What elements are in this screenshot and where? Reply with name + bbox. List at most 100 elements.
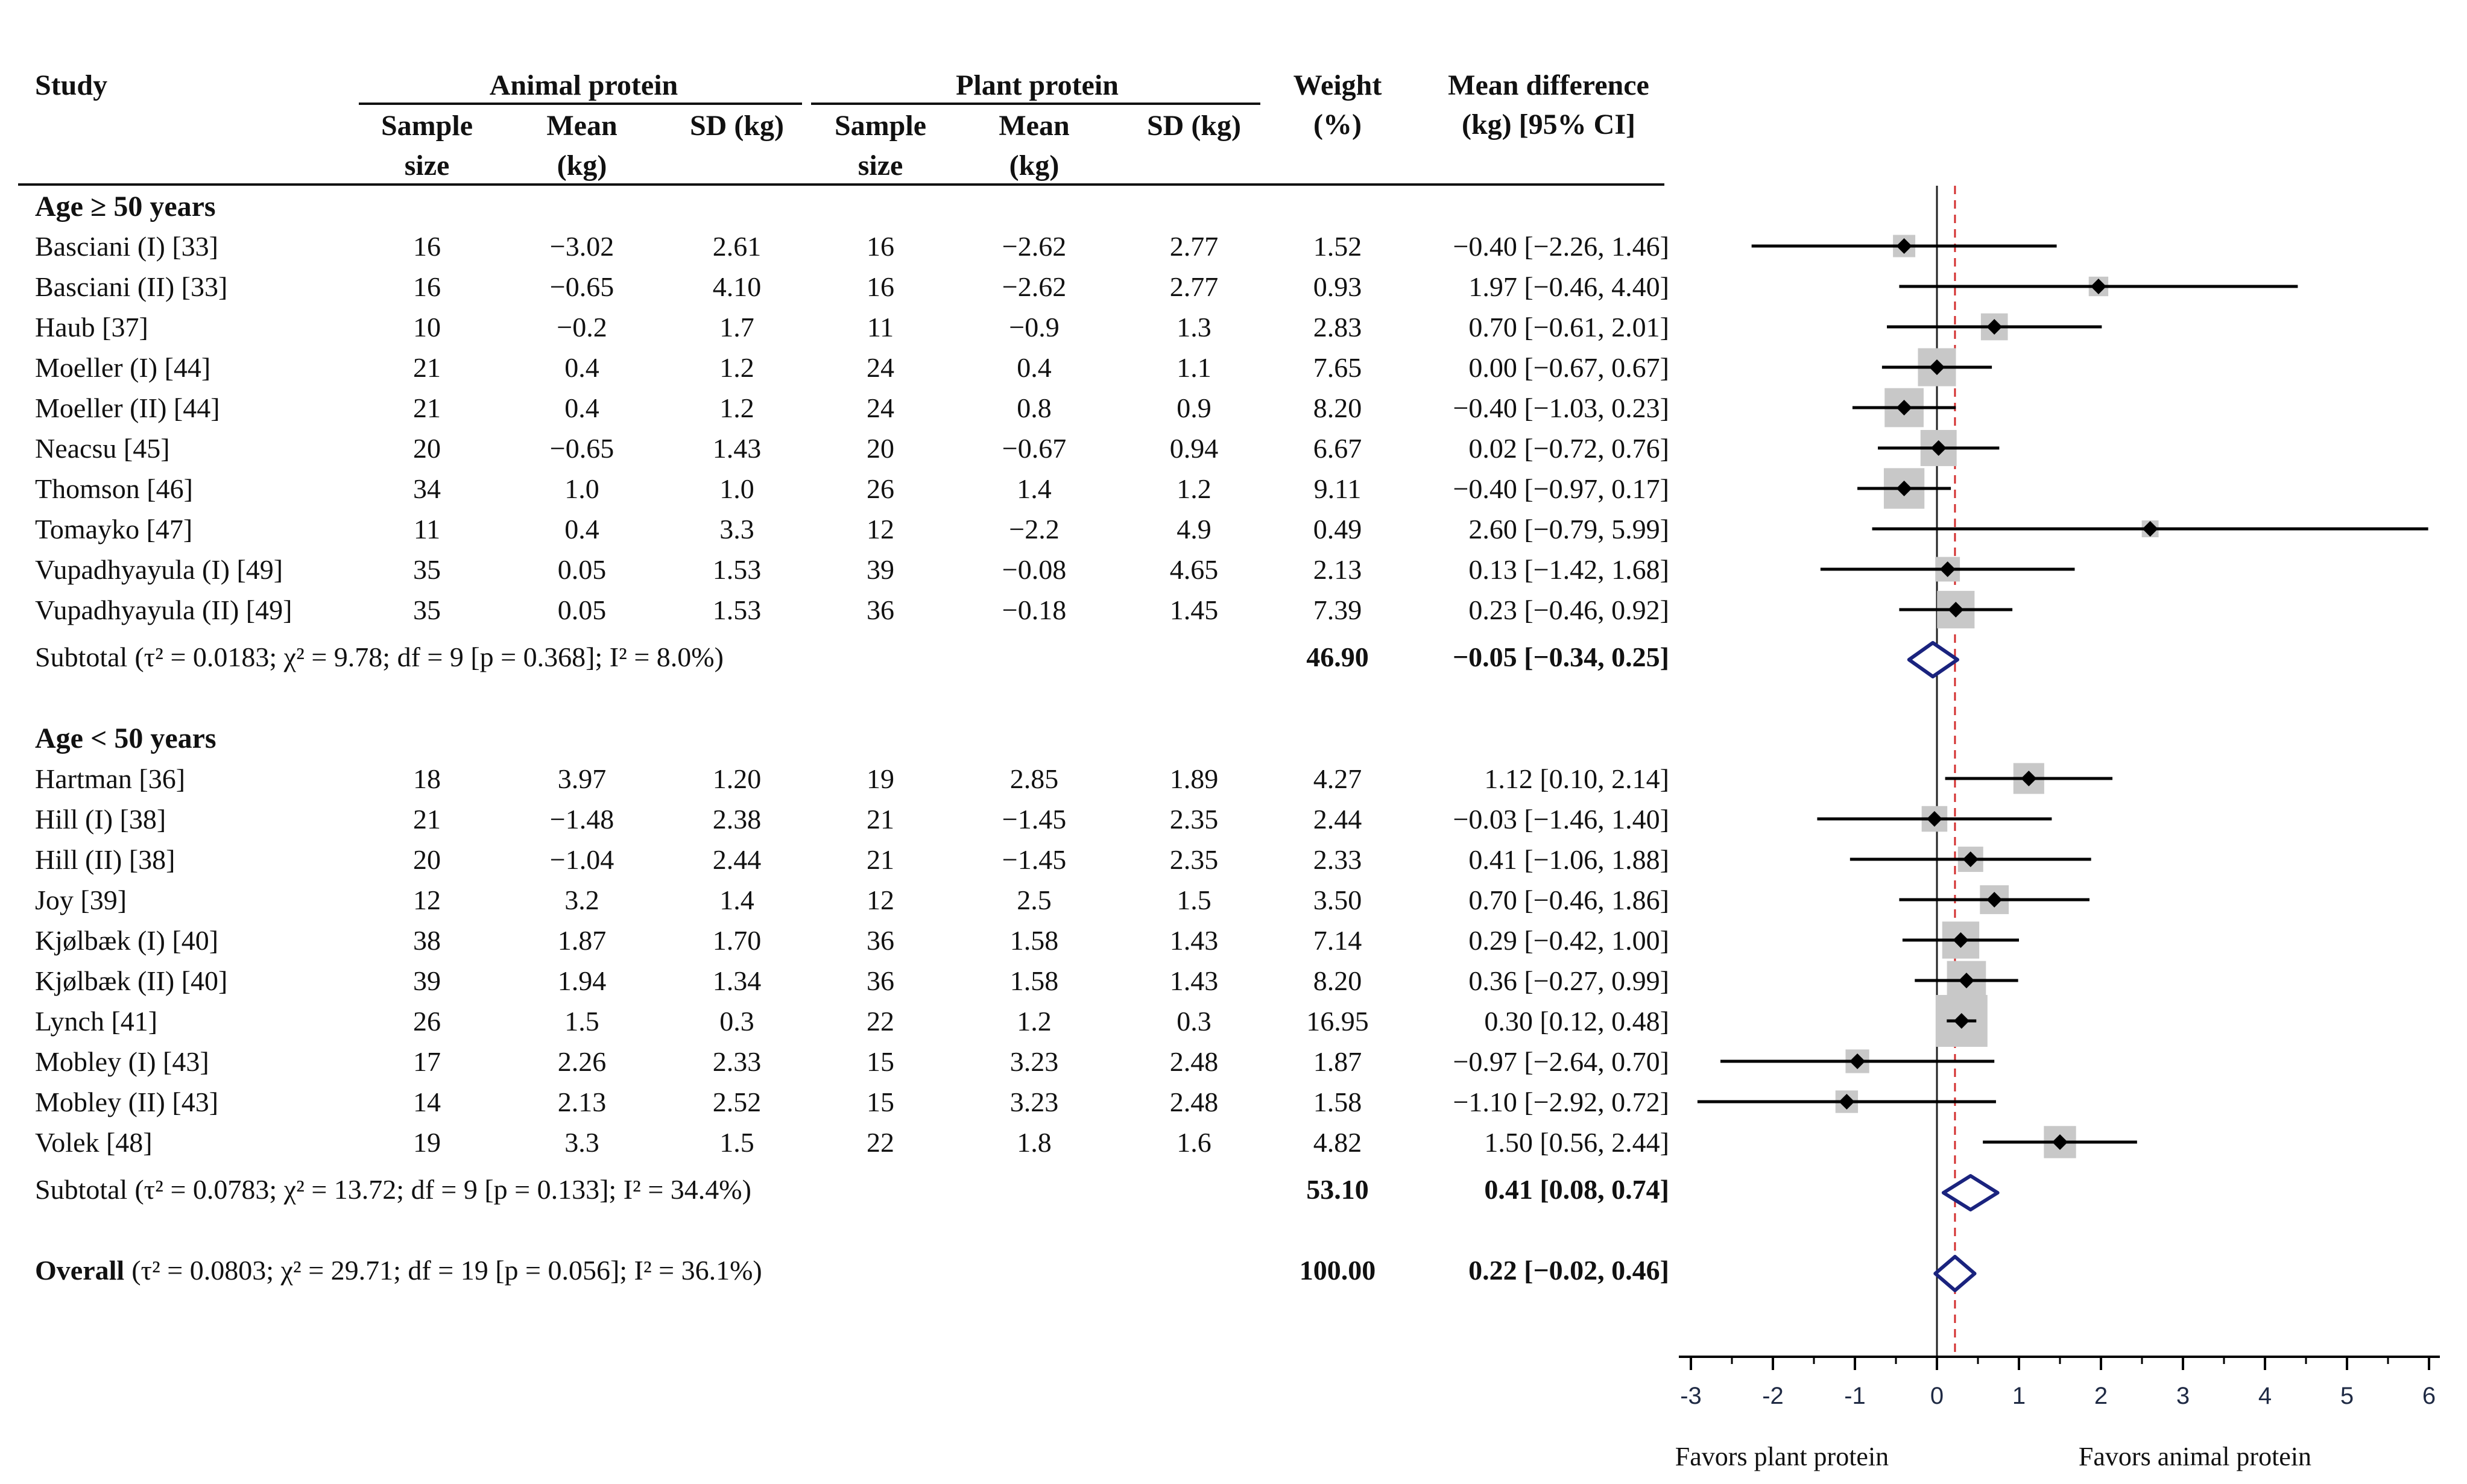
cell-a-n: 12 xyxy=(413,885,441,915)
x-tick-label: 2 xyxy=(2094,1383,2108,1409)
cell-p-sd: 0.9 xyxy=(1177,393,1211,423)
cell-p-sd: 0.3 xyxy=(1177,1006,1211,1037)
cell-a-n: 26 xyxy=(413,1006,441,1037)
cell-a-n: 17 xyxy=(413,1046,441,1077)
cell-a-sd: 1.20 xyxy=(713,763,762,794)
group-label-age-50-plus: Age ≥ 50 years xyxy=(35,191,216,223)
point-estimate xyxy=(1849,1053,1866,1069)
cell-a-sd: 4.10 xyxy=(713,271,762,302)
cell-p-sd: 2.48 xyxy=(1170,1046,1219,1077)
point-estimate xyxy=(1962,851,1979,867)
cell-p-mean: −1.45 xyxy=(1002,804,1066,835)
cell-ci-text: −0.40 [−2.26, 1.46] xyxy=(1453,231,1669,262)
cell-ci-text: 0.13 [−1.42, 1.68] xyxy=(1468,554,1669,585)
point-estimate xyxy=(1939,561,1956,577)
md-header-line2: (kg) [95% CI] xyxy=(1462,109,1635,141)
x-tick-label: 4 xyxy=(2258,1383,2272,1409)
cell-weight: 7.39 xyxy=(1313,595,1362,625)
cell-name: Mobley (I) [43] xyxy=(35,1046,209,1077)
cell-a-mean: 0.05 xyxy=(558,595,607,625)
cell-a-mean: 2.26 xyxy=(558,1046,607,1077)
cell-p-mean: −0.67 xyxy=(1002,433,1066,464)
cell-a-mean: 0.4 xyxy=(564,514,599,545)
cell-ci-text: 0.70 [−0.61, 2.01] xyxy=(1468,312,1669,343)
cell-a-n: 21 xyxy=(413,393,441,423)
cell-p-mean: −2.62 xyxy=(1002,231,1066,262)
x-tick-label: -1 xyxy=(1844,1383,1866,1409)
point-estimate xyxy=(2142,521,2158,537)
cell-a-sd: 1.53 xyxy=(713,595,762,625)
cell-a-mean: −3.02 xyxy=(550,231,614,262)
subtotal-ci-1: −0.05 [−0.34, 0.25] xyxy=(1453,642,1669,672)
cell-weight: 1.87 xyxy=(1313,1046,1362,1077)
cell-weight: 2.33 xyxy=(1313,844,1362,875)
point-estimate xyxy=(2052,1134,2068,1150)
cell-ci-text: 0.29 [−0.42, 1.00] xyxy=(1468,925,1669,956)
cell-a-n: 10 xyxy=(413,312,441,343)
cell-p-n: 19 xyxy=(867,763,894,794)
cell-p-n: 24 xyxy=(867,352,894,383)
cell-p-sd: 4.9 xyxy=(1177,514,1211,545)
cell-p-mean: 1.8 xyxy=(1017,1127,1052,1158)
cell-ci-text: 0.23 [−0.46, 0.92] xyxy=(1468,595,1669,625)
animal-protein-header: Animal protein xyxy=(490,69,678,101)
cell-a-mean: 0.05 xyxy=(558,554,607,585)
cell-weight: 3.50 xyxy=(1313,885,1362,915)
x-tick-label: -3 xyxy=(1680,1383,1702,1409)
cell-a-mean: −1.04 xyxy=(550,844,614,875)
cell-weight: 6.67 xyxy=(1313,433,1362,464)
cell-name: Basciani (II) [33] xyxy=(35,271,227,302)
cell-weight: 4.27 xyxy=(1313,763,1362,794)
x-tick-label: 0 xyxy=(1930,1383,1944,1409)
point-estimate xyxy=(1948,602,1964,617)
cell-a-sd: 2.44 xyxy=(713,844,762,875)
cell-ci-text: 1.50 [0.56, 2.44] xyxy=(1484,1127,1669,1158)
cell-a-sd: 1.4 xyxy=(719,885,754,915)
cell-a-mean: 0.4 xyxy=(564,393,599,423)
cell-ci-text: −0.03 [−1.46, 1.40] xyxy=(1453,804,1669,835)
cell-a-mean: 1.94 xyxy=(558,965,607,996)
cell-p-mean: 1.4 xyxy=(1017,473,1052,504)
cell-p-mean: −2.62 xyxy=(1002,271,1066,302)
cell-p-n: 16 xyxy=(867,271,894,302)
cell-ci-text: −1.10 [−2.92, 0.72] xyxy=(1453,1087,1669,1117)
cell-weight: 0.93 xyxy=(1313,271,1362,302)
cell-a-sd: 2.33 xyxy=(713,1046,762,1077)
cell-p-mean: 2.85 xyxy=(1010,763,1059,794)
cell-a-sd: 0.3 xyxy=(719,1006,754,1037)
subtotal-label-2: Subtotal (τ² = 0.0783; χ² = 13.72; df = 9… xyxy=(35,1174,751,1205)
cell-a-mean: 3.2 xyxy=(564,885,599,915)
cell-name: Kjølbæk (I) [40] xyxy=(35,925,218,956)
subtotal-ci-2: 0.41 [0.08, 0.74] xyxy=(1484,1174,1669,1205)
point-estimate xyxy=(1839,1094,1855,1110)
subtotal-weight-1: 46.90 xyxy=(1306,642,1369,672)
cell-name: Moeller (I) [44] xyxy=(35,352,210,383)
subtotal-weight-2: 53.10 xyxy=(1306,1174,1369,1205)
plant-mean-header-1: Mean xyxy=(999,110,1069,142)
cell-p-n: 12 xyxy=(867,885,894,915)
point-estimate xyxy=(1929,359,1945,375)
point-estimate xyxy=(2090,279,2106,294)
cell-weight: 1.52 xyxy=(1313,231,1362,262)
cell-a-mean: 3.97 xyxy=(558,763,607,794)
cell-p-mean: 0.4 xyxy=(1017,352,1052,383)
cell-a-n: 21 xyxy=(413,352,441,383)
cell-a-n: 20 xyxy=(413,433,441,464)
cell-a-n: 14 xyxy=(413,1087,441,1117)
cell-p-n: 21 xyxy=(867,844,894,875)
cell-p-mean: 1.2 xyxy=(1017,1006,1052,1037)
cell-p-n: 16 xyxy=(867,231,894,262)
cell-p-n: 15 xyxy=(867,1046,894,1077)
cell-p-mean: 1.58 xyxy=(1010,925,1059,956)
cell-p-mean: −0.9 xyxy=(1009,312,1059,343)
cell-a-sd: 2.61 xyxy=(713,231,762,262)
cell-weight: 8.20 xyxy=(1313,965,1362,996)
cell-weight: 7.65 xyxy=(1313,352,1362,383)
overall-ci: 0.22 [−0.02, 0.46] xyxy=(1468,1255,1669,1286)
cell-p-n: 20 xyxy=(867,433,894,464)
cell-a-mean: 1.0 xyxy=(564,473,599,504)
study-header: Study xyxy=(35,69,107,101)
subtotal-diamond xyxy=(1941,1174,2000,1211)
cell-ci-text: −0.40 [−1.03, 0.23] xyxy=(1453,393,1669,423)
